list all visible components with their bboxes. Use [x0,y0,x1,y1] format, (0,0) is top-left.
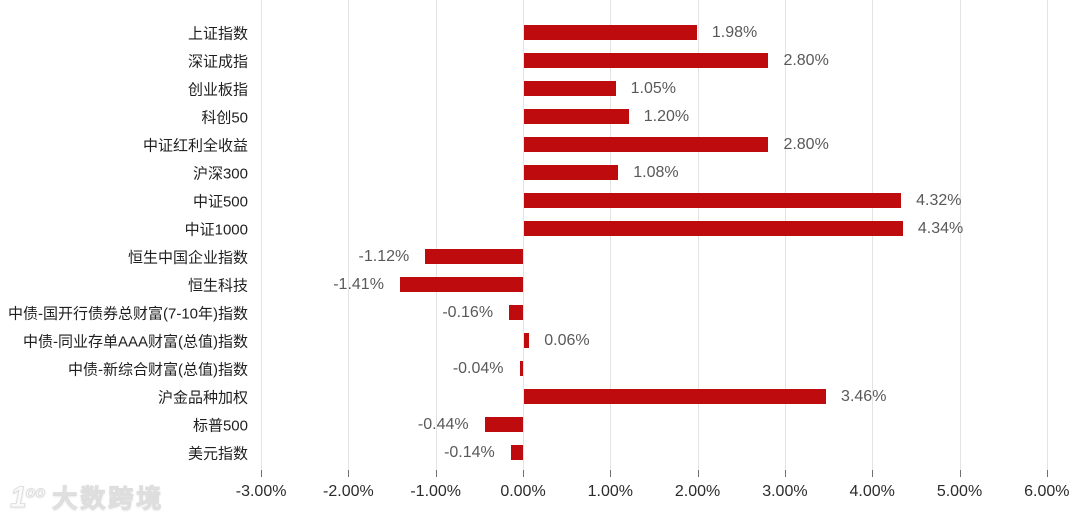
bar [524,53,769,68]
x-axis-tick-label: 3.00% [762,483,808,500]
value-label: -0.04% [452,359,504,377]
x-axis-tick-label: 5.00% [936,483,983,500]
category-label: 中债-新综合财富(总值)指数 [68,361,248,378]
gridline [261,0,263,470]
category-label: 中债-国开行债券总财富(7-10年)指数 [7,305,248,322]
x-axis-tick-label: 0.00% [500,483,546,500]
bar [524,389,827,404]
bar [425,249,523,264]
value-label: 0.06% [544,331,590,349]
category-label: 恒生科技 [187,277,248,294]
x-axis-tick-label: 6.00% [1024,483,1070,500]
value-label: -0.14% [444,443,495,461]
value-label: 4.34% [917,219,964,237]
bar [524,165,619,180]
value-label: -1.12% [358,247,410,265]
x-axis-tick [435,470,437,477]
x-axis-tick-label: -3.00% [235,483,287,500]
x-axis-tick [959,470,961,477]
x-axis-tick [697,470,699,477]
x-axis-tick [1046,470,1048,477]
category-label: 恒生中国企业指数 [127,249,248,266]
gridline [435,0,437,470]
x-axis-tick [261,470,263,477]
x-axis-tick-label: -1.00% [410,483,462,500]
category-label: 美元指数 [187,445,248,462]
category-label: 创业板指 [187,81,248,98]
value-label: 3.46% [841,387,887,405]
category-label: 沪金品种加权 [157,389,248,406]
gridline [959,0,961,470]
x-axis-tick [872,470,874,477]
bar [484,417,523,432]
category-label: 沪深300 [192,165,248,182]
category-label: 中证红利全收益 [142,137,248,154]
value-label: -0.16% [442,303,494,321]
x-axis-tick-label: 2.00% [674,483,721,500]
x-axis-tick [610,470,612,477]
bar [399,277,523,292]
value-label: 1.20% [643,107,690,125]
watermark-dashukuajing: 1oo 大数跨境 [10,481,165,514]
bar [519,361,523,376]
category-label: 深证成指 [187,53,248,70]
gridline [1046,0,1048,470]
bar [524,221,903,236]
category-label: 中债-同业存单AAA财富(总值)指数 [22,333,248,350]
category-label: 中证1000 [184,221,248,238]
category-label: 上证指数 [187,25,248,42]
value-label: 2.80% [783,135,829,153]
bar [524,333,530,348]
x-axis-tick-label: 4.00% [849,483,895,500]
x-axis-tick [784,470,786,477]
value-label: 4.32% [916,191,962,209]
bar [524,137,769,152]
category-label: 中证500 [192,193,248,210]
x-axis-tick [348,470,350,477]
value-label: -1.41% [333,275,384,293]
value-label: 1.98% [711,23,758,41]
bar [509,305,523,320]
category-label: 科创50 [201,109,248,126]
value-label: 1.08% [633,163,679,181]
value-label: 1.05% [630,79,677,97]
x-axis-tick [523,470,524,477]
gridline [348,0,350,470]
x-axis-tick-label: 1.00% [587,483,633,500]
bar [510,445,523,460]
watermark-text: 大数跨境 [52,484,165,513]
dashukuajing-logo-icon: 1oo [10,481,46,514]
value-label: 2.80% [783,51,829,69]
bar [524,25,697,40]
category-label: 标普500 [192,417,248,434]
value-label: -0.44% [417,415,469,433]
bar [524,193,902,208]
bar [524,81,616,96]
gridline [523,0,524,470]
x-axis-tick-label: -2.00% [323,483,374,500]
bar [524,109,629,124]
